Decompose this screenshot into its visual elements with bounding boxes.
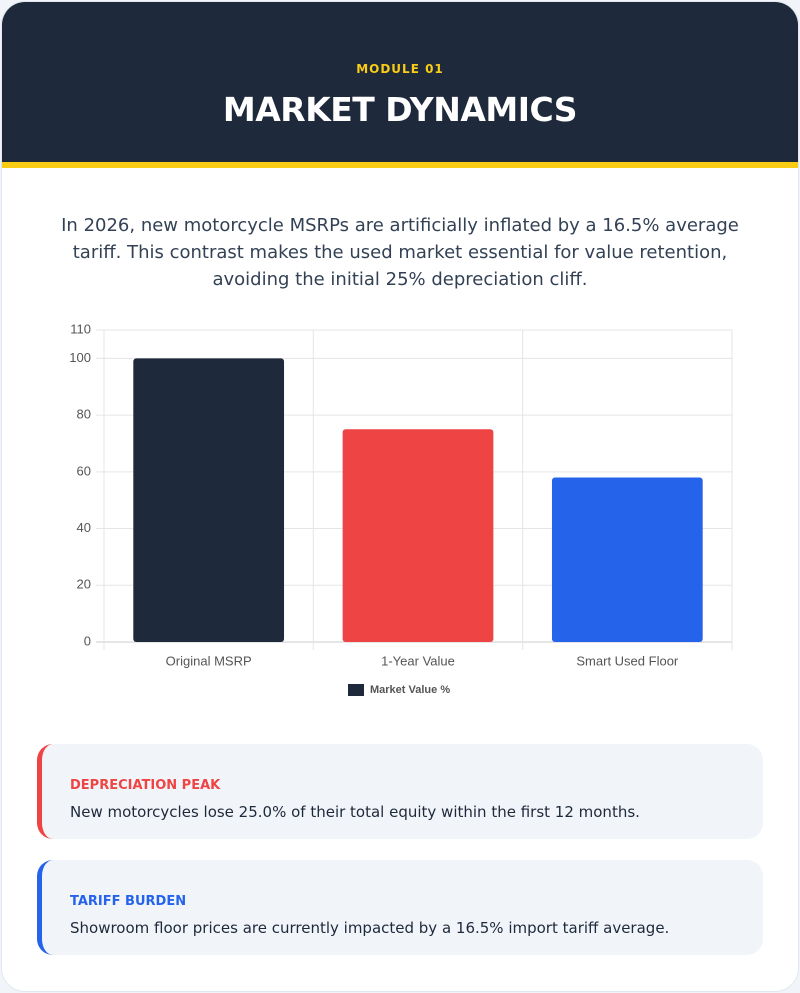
y-tick-label: 0 <box>84 633 91 648</box>
y-tick-label: 40 <box>77 520 91 535</box>
y-tick-label: 110 <box>70 321 91 336</box>
card-text: Showroom floor prices are currently impa… <box>70 919 670 937</box>
info-card: TARIFF BURDEN Showroom floor prices are … <box>37 860 763 955</box>
bar <box>133 358 285 642</box>
x-tick-label: Original MSRP <box>166 653 252 668</box>
intro-text: In 2026, new motorcycle MSRPs are artifi… <box>61 215 739 290</box>
title: MARKET DYNAMICS <box>222 90 578 129</box>
y-tick-label: 80 <box>77 407 91 422</box>
card-label: DEPRECIATION PEAK <box>70 778 221 793</box>
y-tick-label: 100 <box>69 350 91 365</box>
card-text: New motorcycles lose 25.0% of their tota… <box>70 803 640 821</box>
x-tick-label: 1-Year Value <box>381 653 455 668</box>
bar <box>342 429 494 642</box>
y-tick-label: 20 <box>77 577 91 592</box>
x-tick-label: Smart Used Floor <box>576 653 679 668</box>
legend-label: Market Value % <box>370 684 450 696</box>
card-label: TARIFF BURDEN <box>70 894 187 909</box>
chart: 0 20 40 60 80 100 110 Market Value % Original MS… <box>69 321 733 696</box>
y-tick-label: 60 <box>77 463 91 478</box>
kicker: MODULE 01 <box>356 62 444 76</box>
legend-swatch <box>348 684 364 696</box>
header: MODULE 01 MARKET DYNAMICS <box>2 2 798 168</box>
bar <box>551 477 703 642</box>
info-card: DEPRECIATION PEAK New motorcycles lose 2… <box>37 744 763 839</box>
